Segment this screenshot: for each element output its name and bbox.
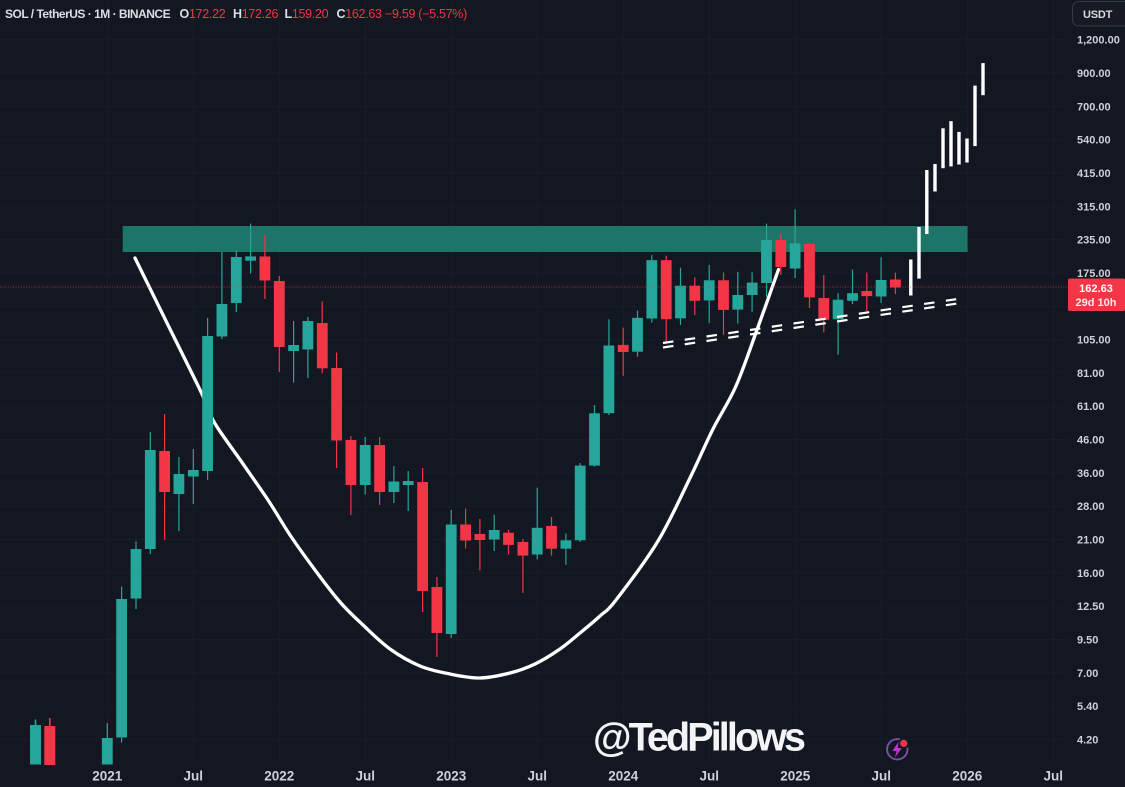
svg-text:415.00: 415.00 [1077, 168, 1111, 180]
svg-text:USDT: USDT [1083, 9, 1113, 21]
svg-text:4.20: 4.20 [1077, 734, 1098, 746]
svg-text:5.40: 5.40 [1077, 701, 1098, 713]
svg-text:Jul: Jul [184, 769, 204, 784]
svg-text:Jul: Jul [356, 769, 376, 784]
svg-text:SOL / TetherUS · 1M · BINANCE: SOL / TetherUS · 1M · BINANCE [5, 7, 171, 21]
svg-text:315.00: 315.00 [1077, 201, 1111, 213]
svg-text:900.00: 900.00 [1077, 68, 1111, 80]
svg-text:162.63: 162.63 [1079, 283, 1113, 295]
svg-text:7.00: 7.00 [1077, 668, 1098, 680]
svg-text:21.00: 21.00 [1077, 535, 1105, 547]
svg-text:2022: 2022 [264, 769, 294, 784]
svg-text:9.50: 9.50 [1077, 635, 1098, 647]
svg-text:O172.22 H172.26 L159.20 C162.6: O172.22 H172.26 L159.20 C162.63 −9.59 (−… [180, 7, 468, 21]
svg-text:Jul: Jul [700, 769, 720, 784]
svg-text:235.00: 235.00 [1077, 235, 1111, 247]
svg-text:Jul: Jul [528, 769, 548, 784]
svg-text:36.00: 36.00 [1077, 468, 1105, 480]
svg-text:81.00: 81.00 [1077, 368, 1105, 380]
svg-text:28.00: 28.00 [1077, 501, 1105, 513]
svg-text:2024: 2024 [608, 769, 639, 784]
svg-text:29d 10h: 29d 10h [1076, 297, 1117, 309]
svg-text:Jul: Jul [872, 769, 892, 784]
svg-text:2025: 2025 [780, 769, 811, 784]
svg-text:61.00: 61.00 [1077, 401, 1105, 413]
svg-text:700.00: 700.00 [1077, 101, 1111, 113]
svg-text:105.00: 105.00 [1077, 335, 1111, 347]
svg-text:16.00: 16.00 [1077, 568, 1105, 580]
svg-text:2023: 2023 [436, 769, 467, 784]
svg-text:540.00: 540.00 [1077, 135, 1111, 147]
svg-text:46.00: 46.00 [1077, 435, 1105, 447]
svg-text:2021: 2021 [92, 769, 123, 784]
svg-text:12.50: 12.50 [1077, 601, 1105, 613]
svg-text:175.00: 175.00 [1077, 268, 1111, 280]
svg-text:Jul: Jul [1044, 769, 1064, 784]
svg-text:1,200.00: 1,200.00 [1077, 35, 1120, 47]
svg-text:2026: 2026 [952, 769, 983, 784]
svg-text:@TedPillows: @TedPillows [593, 716, 806, 760]
